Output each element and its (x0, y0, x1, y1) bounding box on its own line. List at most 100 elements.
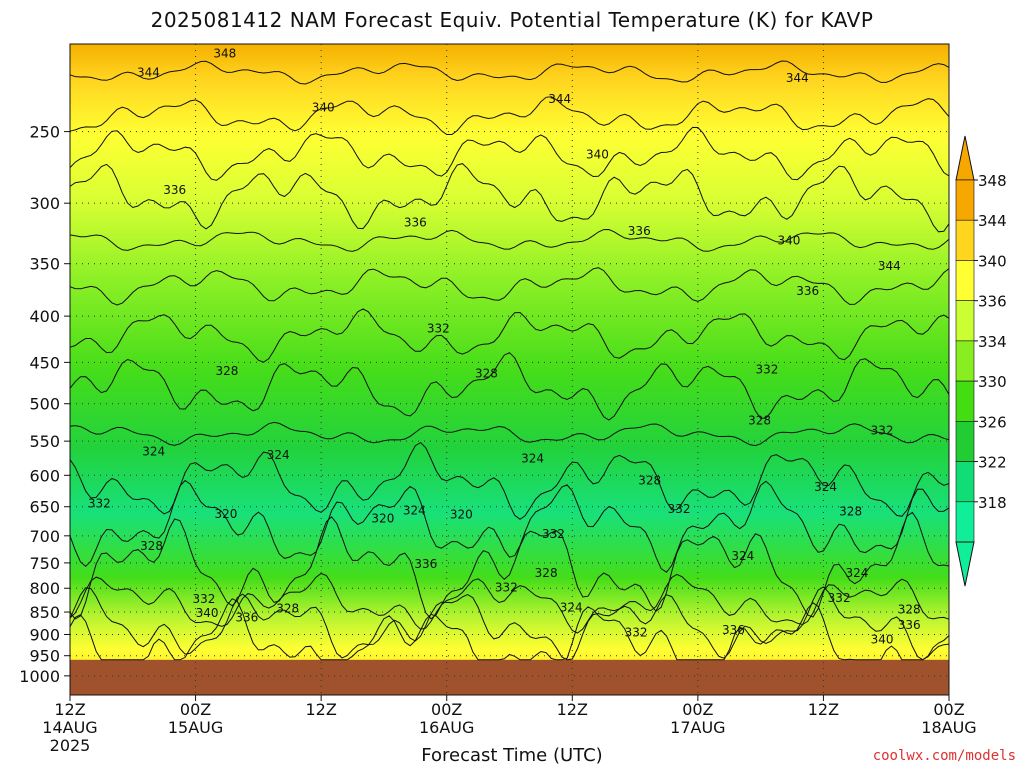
contour-label: 328 (839, 505, 862, 519)
colorbar-swatch (955, 340, 975, 382)
contour-label: 324 (142, 445, 165, 459)
colorbar-swatch (955, 501, 975, 543)
colorbar-label: 344 (978, 212, 1007, 230)
colorbar: 348 344 340 336 334 330 326 322 318 (955, 135, 1007, 587)
contour-label: 328 (898, 603, 921, 617)
x-tick-label: 14AUG (42, 718, 97, 737)
credit-text: coolwx.com/models (872, 748, 1016, 764)
contour-label: 328 (276, 601, 299, 615)
contour-line (69, 126, 950, 181)
contour-label: 340 (586, 147, 609, 161)
contour-label: 324 (814, 480, 837, 494)
contour-label: 336 (898, 618, 921, 632)
colorbar-swatch (955, 260, 975, 301)
x-tick-label: 12Z (808, 700, 839, 719)
contour-label: 320 (214, 507, 237, 521)
contour-line (69, 441, 950, 520)
colorbar-extend-top (955, 135, 975, 181)
y-tick-label: 300 (29, 194, 60, 213)
contour-line (69, 511, 950, 620)
contour-line (69, 421, 950, 447)
contour-label: 328 (216, 364, 239, 378)
x-tick-label: 00Z (933, 700, 964, 719)
ground-fill (70, 659, 949, 695)
y-tick-label: 500 (29, 395, 60, 414)
field-background (70, 44, 949, 695)
contour-line (69, 479, 950, 573)
y-tick-label: 1000 (19, 667, 60, 686)
x-tick-label: 17AUG (670, 718, 725, 737)
y-tick-label: 400 (29, 307, 60, 326)
x-axis-title: Forecast Time (UTC) (421, 745, 603, 766)
colorbar-swatch (955, 300, 975, 342)
chart-title: 2025081412 NAM Forecast Equiv. Potential… (150, 8, 874, 32)
contour-label: 324 (731, 549, 754, 563)
contour-line (69, 228, 950, 252)
grid-lines (69, 44, 950, 695)
contour-line (69, 267, 950, 306)
y-tick-label: 250 (29, 123, 60, 142)
contour-label: 332 (495, 580, 518, 594)
contour-label: 332 (828, 591, 851, 605)
contour-label: 328 (140, 539, 163, 553)
y-tick-label: 800 (29, 579, 60, 598)
contour-label: 336 (235, 611, 258, 625)
colorbar-label: 340 (978, 252, 1007, 270)
y-tick-label: 750 (29, 554, 60, 573)
contour-label: 324 (403, 503, 426, 517)
contour-label: 332 (668, 502, 691, 516)
x-tick-label: 12Z (54, 700, 85, 719)
contour-label: 332 (88, 497, 111, 511)
colorbar-swatch (955, 380, 975, 422)
x-tick-label: 00Z (431, 700, 462, 719)
contour-label: 328 (638, 474, 661, 488)
x-tick-label: 2025 (50, 736, 91, 755)
contour-label: 324 (560, 600, 583, 614)
contour-label: 332 (871, 423, 894, 437)
contour-label: 336 (404, 215, 427, 229)
contour-line (69, 308, 950, 363)
colorbar-label: 326 (978, 413, 1007, 431)
contour-line (69, 598, 950, 661)
x-tick-label: 12Z (557, 700, 588, 719)
contour-label: 328 (748, 414, 771, 428)
contour-label: 344 (548, 92, 571, 106)
contour-label: 336 (722, 623, 745, 637)
colorbar-label: 336 (978, 293, 1007, 311)
contour-label: 324 (267, 448, 290, 462)
contour-label: 324 (845, 566, 868, 580)
x-tick-label: 00Z (180, 700, 211, 719)
x-tick-label: 16AUG (419, 718, 474, 737)
axes: 250 300 350 400 450 500 550 600 650 700 750 800 850 9… (19, 43, 977, 755)
contour-label: 324 (521, 452, 544, 466)
x-tick-label: 12Z (305, 700, 336, 719)
contour-line (69, 163, 950, 233)
y-tick-label: 450 (29, 353, 60, 372)
contour-label: 332 (755, 362, 778, 376)
contour-label: 340 (196, 606, 219, 620)
contour-label: 320 (450, 507, 473, 521)
y-tick-label: 900 (29, 625, 60, 644)
y-tick-label: 850 (29, 603, 60, 622)
x-tick-label: 00Z (682, 700, 713, 719)
contour-label: 336 (796, 284, 819, 298)
contour-label: 320 (371, 512, 394, 526)
contour-label: 340 (777, 234, 800, 248)
y-tick-label: 350 (29, 255, 60, 274)
y-tick-label: 600 (29, 466, 60, 485)
colorbar-swatch (955, 461, 975, 503)
colorbar-swatch (955, 421, 975, 462)
contour-line (69, 352, 950, 421)
contour-label: 332 (192, 592, 215, 606)
contour-label: 336 (163, 183, 186, 197)
x-tick-label: 18AUG (921, 718, 976, 737)
colorbar-label: 318 (978, 494, 1007, 512)
colorbar-label: 348 (978, 172, 1007, 190)
contour-label: 336 (414, 557, 437, 571)
contour-line (69, 96, 950, 135)
colorbar-label: 322 (978, 454, 1007, 472)
contour-line (69, 60, 950, 85)
contour-label: 328 (475, 367, 498, 381)
y-tick-label: 700 (29, 527, 60, 546)
plot-area (70, 44, 949, 695)
